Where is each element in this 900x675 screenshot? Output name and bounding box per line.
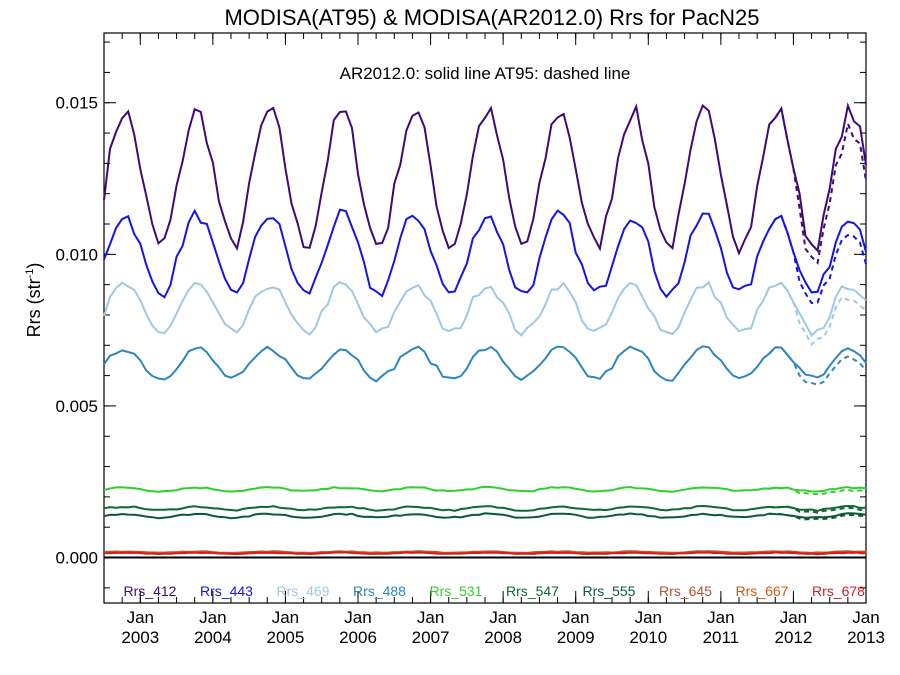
series-line-Rrs_488 xyxy=(103,345,867,383)
series-dashed-Rrs_555 xyxy=(769,512,867,521)
x-tick-label-month: Jan xyxy=(272,608,299,627)
x-tick-label-month: Jan xyxy=(417,608,444,627)
plot-area: 0.0000.0050.0100.015Jan2003Jan2004Jan200… xyxy=(55,32,885,647)
svg-text:Rrs (str-1): Rrs (str-1) xyxy=(24,263,44,338)
legend-item-Rrs_678: Rrs_678 xyxy=(812,583,865,599)
x-tick-label-month: Jan xyxy=(780,608,807,627)
legend-item-Rrs_488: Rrs_488 xyxy=(353,583,406,599)
y-tick-label: 0.000 xyxy=(55,549,98,568)
series-dashed-Rrs_678 xyxy=(769,551,867,556)
x-tick-label-year: 2005 xyxy=(267,628,305,647)
y-tick-label: 0.010 xyxy=(55,245,98,264)
legend-item-Rrs_469: Rrs_469 xyxy=(277,583,330,599)
x-tick-label-month: Jan xyxy=(344,608,371,627)
series-line-Rrs_678 xyxy=(103,551,867,556)
legend-item-Rrs_547: Rrs_547 xyxy=(506,583,559,599)
series-dashed-Rrs_488 xyxy=(768,346,867,386)
series-line-Rrs_547 xyxy=(103,504,867,512)
y-axis-label: Rrs (str-1) xyxy=(24,263,44,338)
legend-item-Rrs_443: Rrs_443 xyxy=(200,583,253,599)
x-tick-label-year: 2008 xyxy=(484,628,522,647)
x-tick-label-year: 2009 xyxy=(557,628,595,647)
y-tick-label: 0.005 xyxy=(55,397,98,416)
series-dashed-Rrs_531 xyxy=(769,486,867,496)
series-dashed-Rrs_443 xyxy=(768,214,867,305)
x-tick-label-month: Jan xyxy=(635,608,662,627)
x-tick-label-year: 2006 xyxy=(339,628,377,647)
legend-item-Rrs_667: Rrs_667 xyxy=(736,583,789,599)
x-tick-label-month: Jan xyxy=(199,608,226,627)
chart-title: MODISA(AT95) & MODISA(AR2012.0) Rrs for … xyxy=(224,5,759,30)
x-tick-label-month: Jan xyxy=(852,608,879,627)
series-dashed-Rrs_412 xyxy=(768,105,867,265)
y-axis-label-sup: -1 xyxy=(24,269,36,279)
x-tick-label-month: Jan xyxy=(562,608,589,627)
series-line-Rrs_555 xyxy=(103,512,867,520)
legend-item-Rrs_555: Rrs_555 xyxy=(583,583,636,599)
x-tick-label-year: 2011 xyxy=(703,628,740,647)
y-axis-label-close: ) xyxy=(24,263,44,269)
series-line-Rrs_469 xyxy=(103,280,867,338)
x-tick-label-month: Jan xyxy=(707,608,734,627)
series-dashed-Rrs_547 xyxy=(769,505,867,514)
legend-item-Rrs_645: Rrs_645 xyxy=(659,583,712,599)
x-tick-label-year: 2007 xyxy=(412,628,450,647)
legend-item-Rrs_531: Rrs_531 xyxy=(430,583,483,599)
x-tick-label-month: Jan xyxy=(489,608,516,627)
series-line-Rrs_412 xyxy=(103,102,867,256)
series-line-Rrs_443 xyxy=(103,208,867,299)
chart-annotation: AR2012.0: solid line AT95: dashed line xyxy=(340,64,631,83)
legend-item-Rrs_412: Rrs_412 xyxy=(124,583,177,599)
x-tick-label-year: 2003 xyxy=(121,628,159,647)
x-tick-label-year: 2013 xyxy=(847,628,885,647)
y-tick-label: 0.015 xyxy=(55,94,98,113)
x-tick-label-month: Jan xyxy=(127,608,154,627)
x-tick-label-year: 2010 xyxy=(629,628,667,647)
x-tick-label-year: 2004 xyxy=(194,628,232,647)
series-line-Rrs_531 xyxy=(103,485,867,493)
y-axis-label-text: Rrs (str xyxy=(24,278,44,337)
x-tick-label-year: 2012 xyxy=(775,628,813,647)
series-dashed-Rrs_469 xyxy=(768,281,867,346)
